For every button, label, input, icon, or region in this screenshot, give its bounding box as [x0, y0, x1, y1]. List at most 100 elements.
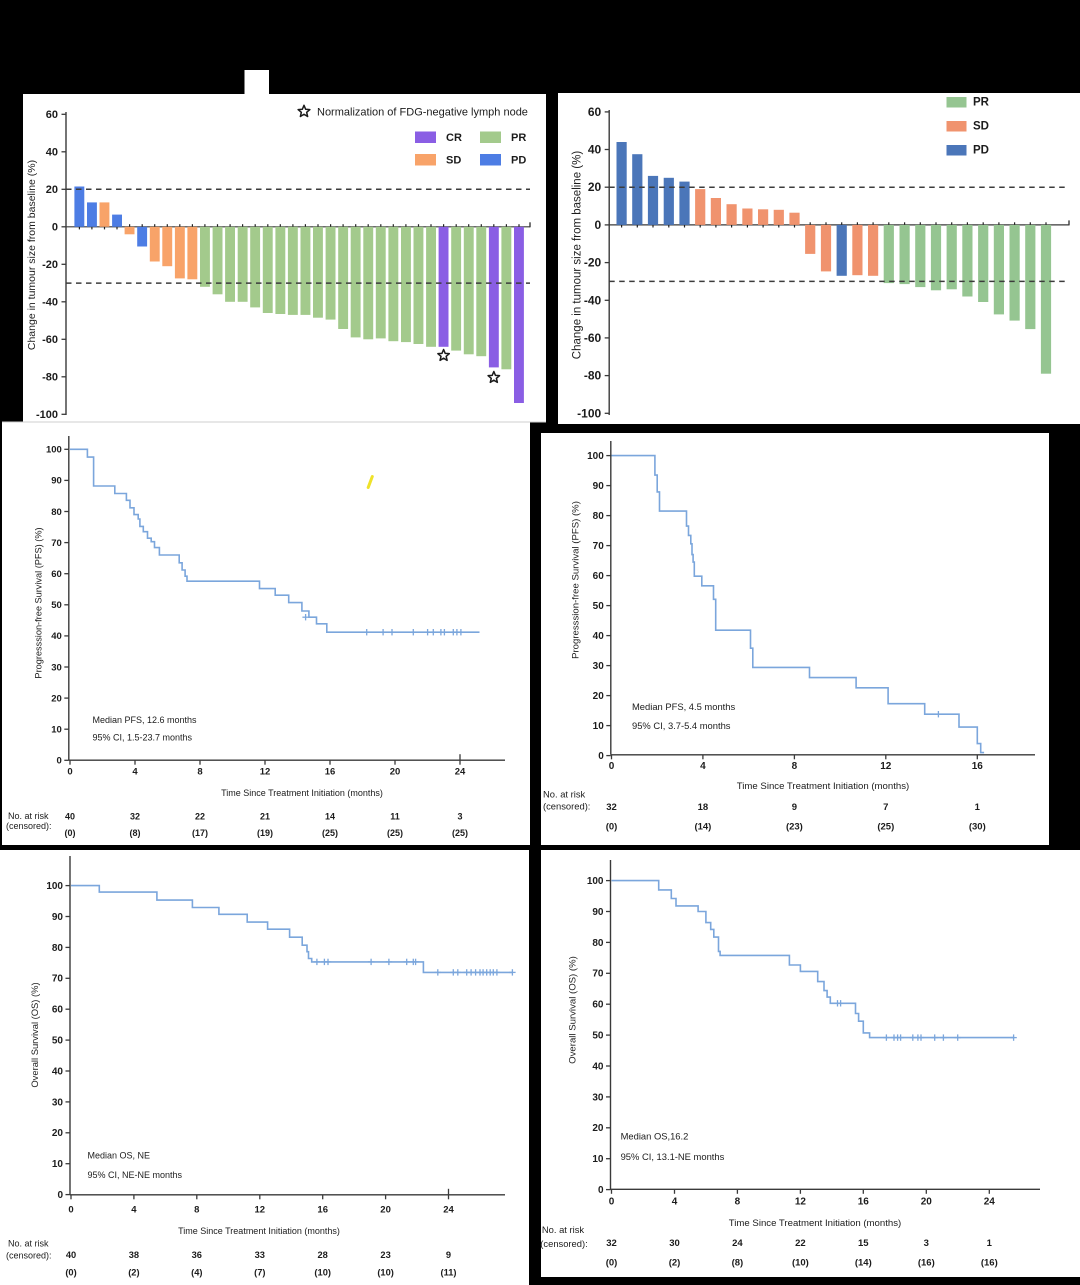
svg-text:20: 20: [52, 1128, 64, 1139]
svg-text:Median OS,16.2: Median OS,16.2: [621, 1131, 689, 1142]
svg-text:3: 3: [924, 1238, 929, 1249]
svg-text:0: 0: [598, 1185, 604, 1196]
svg-text:-40: -40: [42, 297, 58, 309]
svg-text:(0): (0): [65, 828, 76, 838]
svg-text:(17): (17): [192, 828, 208, 838]
svg-text:20: 20: [592, 1123, 604, 1134]
svg-text:100: 100: [46, 881, 63, 892]
svg-text:(25): (25): [877, 822, 894, 833]
svg-text:20: 20: [588, 180, 602, 194]
svg-text:22: 22: [195, 812, 205, 822]
svg-text:CR: CR: [446, 132, 462, 144]
svg-text:(23): (23): [786, 822, 803, 833]
svg-text:(14): (14): [694, 822, 711, 833]
svg-text:1: 1: [987, 1238, 993, 1249]
svg-text:(0): (0): [65, 1268, 76, 1278]
svg-text:(10): (10): [792, 1258, 809, 1269]
svg-text:0: 0: [595, 218, 602, 232]
svg-text:40: 40: [66, 1250, 76, 1260]
svg-text:80: 80: [592, 938, 604, 949]
svg-text:7: 7: [883, 802, 888, 813]
svg-text:Normalization of FDG-negative: Normalization of FDG-negative lymph node: [317, 107, 528, 119]
svg-text:30: 30: [592, 1092, 604, 1103]
svg-text:38: 38: [129, 1250, 139, 1260]
svg-text:60: 60: [46, 109, 58, 121]
svg-text:(25): (25): [387, 828, 403, 838]
svg-text:10: 10: [592, 1154, 604, 1165]
svg-text:0: 0: [67, 767, 72, 778]
svg-text:Change in tumour size from bas: Change in tumour size from baseline (%): [26, 160, 38, 350]
svg-text:60: 60: [592, 1000, 604, 1011]
svg-text:11: 11: [390, 812, 400, 822]
svg-text:95% CI, 1.5-23.7 months: 95% CI, 1.5-23.7 months: [93, 733, 193, 743]
svg-text:16: 16: [317, 1205, 328, 1216]
svg-text:9: 9: [446, 1250, 451, 1260]
svg-text:4: 4: [131, 1205, 137, 1216]
svg-text:SD: SD: [973, 121, 989, 133]
svg-text:No. at risk: No. at risk: [8, 811, 49, 821]
svg-text:Time Since Treatment Initiatio: Time Since Treatment Initiation (months): [729, 1218, 901, 1229]
svg-text:Median OS, NE: Median OS, NE: [88, 1151, 151, 1161]
svg-text:PR: PR: [511, 132, 526, 144]
svg-text:0: 0: [57, 1190, 63, 1201]
svg-text:12: 12: [880, 761, 892, 772]
svg-text:4: 4: [700, 761, 706, 772]
svg-text:0: 0: [609, 1197, 615, 1208]
svg-text:80: 80: [52, 943, 64, 954]
svg-text:60: 60: [52, 1005, 64, 1016]
svg-text:(censored):: (censored):: [543, 801, 590, 812]
svg-text:(7): (7): [254, 1268, 265, 1278]
svg-text:-60: -60: [584, 331, 602, 345]
svg-text:-100: -100: [36, 409, 58, 421]
svg-text:80: 80: [593, 511, 605, 522]
svg-text:20: 20: [921, 1197, 933, 1208]
svg-text:Time Since Treatment Initiatio: Time Since Treatment Initiation (months): [737, 781, 909, 792]
svg-text:10: 10: [51, 725, 62, 736]
svg-text:100: 100: [587, 876, 604, 887]
svg-text:8: 8: [194, 1205, 199, 1216]
svg-text:-100: -100: [577, 406, 601, 420]
svg-text:70: 70: [593, 541, 605, 552]
svg-text:(10): (10): [377, 1268, 394, 1278]
svg-text:-20: -20: [42, 259, 58, 271]
svg-text:60: 60: [588, 105, 602, 119]
svg-text:-40: -40: [584, 293, 602, 307]
svg-text:24: 24: [455, 767, 466, 778]
svg-text:(16): (16): [918, 1258, 935, 1269]
svg-text:Change in tumour size from bas: Change in tumour size from baseline (%): [572, 151, 584, 360]
svg-text:(25): (25): [322, 828, 338, 838]
svg-text:3: 3: [457, 812, 462, 822]
svg-text:28: 28: [318, 1250, 328, 1260]
svg-text:No. at risk: No. at risk: [543, 789, 586, 800]
svg-text:40: 40: [65, 812, 75, 822]
svg-text:(censored):: (censored):: [540, 1238, 587, 1249]
svg-text:20: 20: [390, 767, 401, 778]
svg-text:32: 32: [606, 802, 617, 813]
svg-text:(censored):: (censored):: [6, 821, 52, 831]
svg-text:-80: -80: [42, 372, 58, 384]
svg-text:(2): (2): [669, 1258, 681, 1269]
svg-text:40: 40: [52, 1066, 64, 1077]
svg-text:(censored):: (censored):: [6, 1251, 52, 1261]
svg-text:10: 10: [52, 1159, 64, 1170]
svg-text:-60: -60: [42, 334, 58, 346]
svg-text:15: 15: [858, 1238, 869, 1249]
svg-text:0: 0: [57, 756, 62, 767]
svg-text:32: 32: [130, 812, 140, 822]
svg-text:30: 30: [52, 1097, 64, 1108]
svg-text:(25): (25): [452, 828, 468, 838]
svg-text:20: 20: [593, 691, 605, 702]
svg-text:30: 30: [51, 662, 62, 673]
svg-text:32: 32: [606, 1238, 617, 1249]
svg-text:70: 70: [51, 538, 62, 549]
svg-text:21: 21: [260, 812, 270, 822]
svg-text:Time Since Treatment Initiatio: Time Since Treatment Initiation (months): [178, 1226, 340, 1236]
svg-text:(0): (0): [606, 1258, 618, 1269]
svg-text:50: 50: [51, 600, 62, 611]
svg-text:(2): (2): [128, 1268, 139, 1278]
svg-text:24: 24: [732, 1238, 743, 1249]
svg-text:1: 1: [975, 802, 981, 813]
svg-text:0: 0: [609, 761, 615, 772]
svg-text:60: 60: [51, 569, 62, 580]
svg-text:36: 36: [192, 1250, 202, 1260]
